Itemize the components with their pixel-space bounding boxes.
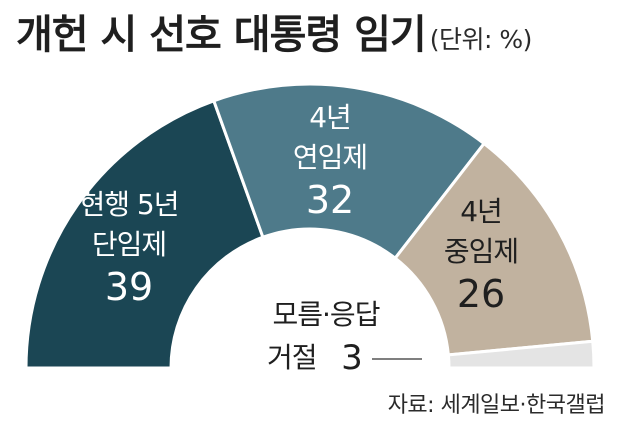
slice-value: 3: [341, 338, 363, 378]
slice-label-line: 거절: [267, 341, 317, 374]
slice-value: 32: [306, 178, 354, 222]
slice-label-line: 단임제: [92, 228, 166, 261]
source-note: 자료: 세계일보·한국갤럽: [387, 393, 606, 418]
title-row: 개헌 시 선호 대통령 임기 (단위: %): [16, 2, 532, 60]
chart-title: 개헌 시 선호 대통령 임기: [16, 12, 427, 58]
slice-label-line: 현행 5년: [80, 188, 179, 221]
slice-1: [24, 98, 265, 370]
slice-3: [393, 141, 595, 357]
slice-label-line: 연임제: [293, 141, 367, 174]
slice-label-line: 중임제: [444, 235, 518, 268]
slice-label-line: 4년: [309, 101, 351, 134]
slice-4: [446, 339, 596, 370]
slice-value: 26: [457, 272, 505, 316]
unit-label: (단위: %): [429, 25, 533, 54]
slice-value: 39: [105, 265, 153, 309]
slice-2: [211, 82, 487, 261]
slice-label-line: 모름·응답: [273, 298, 380, 331]
slice-label-line: 4년: [460, 195, 502, 228]
